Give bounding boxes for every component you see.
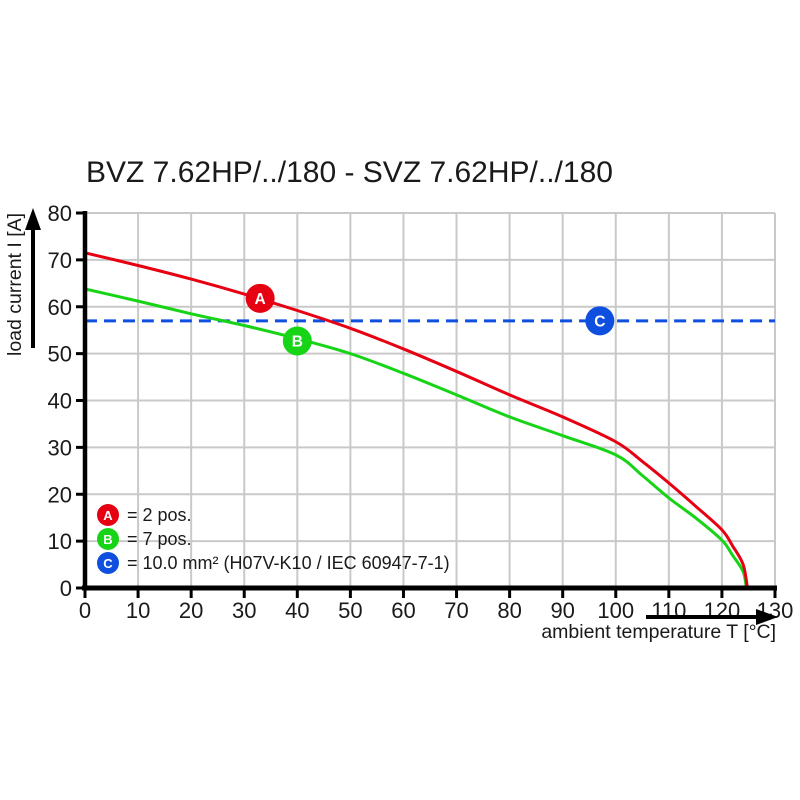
x-tick-label-110: 110: [651, 598, 686, 623]
chart-title: BVZ 7.62HP/../180 - SVZ 7.62HP/../180: [86, 156, 613, 189]
x-axis-label: ambient temperature T [°C]: [541, 621, 776, 643]
x-tick-label-0: 0: [79, 598, 91, 623]
y-axis-label: load current I [A]: [4, 212, 26, 356]
x-tick-label-90: 90: [550, 598, 574, 623]
x-tick-label-20: 20: [179, 598, 203, 623]
x-tick-label-30: 30: [232, 598, 256, 623]
marker-c-letter: C: [594, 313, 605, 330]
x-tick-label-100: 100: [597, 598, 634, 623]
y-tick-label-60: 60: [48, 295, 72, 320]
x-tick-label-120: 120: [704, 598, 741, 623]
x-tick-label-10: 10: [126, 598, 150, 623]
y-tick-label-80: 80: [48, 201, 72, 226]
curve-b: [84, 287, 748, 589]
y-axis-arrowhead-icon: [25, 208, 41, 230]
x-tick-label-60: 60: [391, 598, 415, 623]
curve-a: [84, 251, 749, 589]
x-tick-label-40: 40: [285, 598, 309, 623]
x-axis-arrowhead-icon: [756, 609, 778, 625]
y-tick-label-0: 0: [60, 576, 72, 601]
marker-a-letter: A: [255, 291, 266, 308]
y-tick-label-40: 40: [48, 389, 72, 414]
marker-b-icon: [282, 326, 312, 356]
y-tick-label-30: 30: [48, 435, 72, 460]
y-tick-label-50: 50: [48, 342, 72, 367]
x-tick-label-70: 70: [444, 598, 468, 623]
y-tick-label-10: 10: [48, 529, 72, 554]
x-tick-label-80: 80: [497, 598, 521, 623]
marker-a-icon: [245, 283, 275, 313]
y-tick-label-70: 70: [48, 248, 72, 273]
x-tick-label-50: 50: [338, 598, 362, 623]
marker-c-icon: [585, 306, 615, 336]
y-tick-label-20: 20: [48, 482, 72, 507]
marker-b-letter: B: [292, 333, 303, 350]
